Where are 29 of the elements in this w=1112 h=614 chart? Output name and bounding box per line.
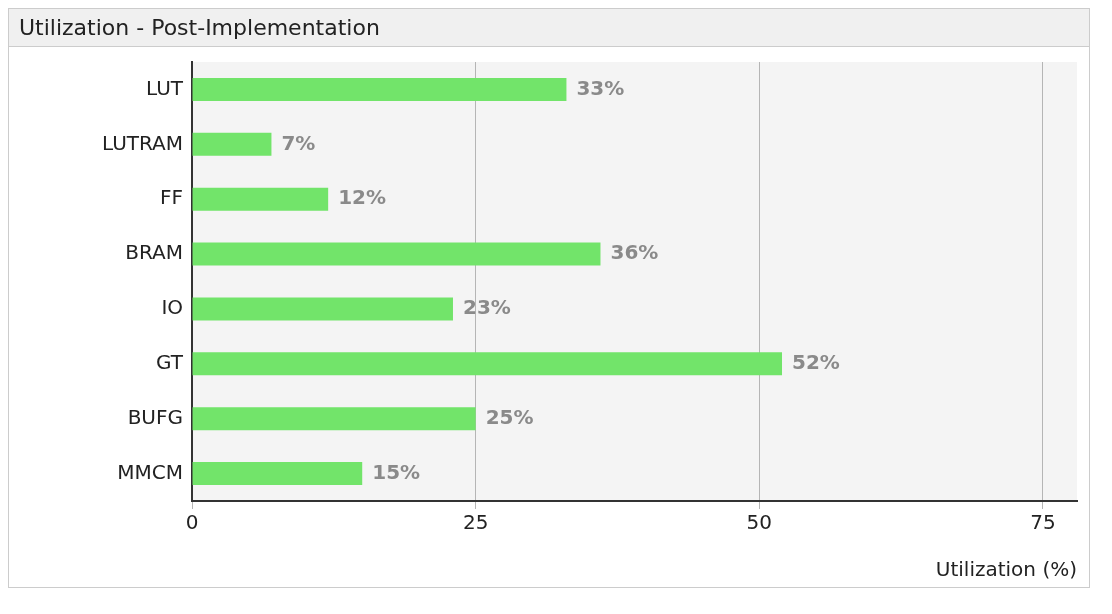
y-tick-label: IO (161, 295, 184, 320)
x-tick-label: 75 (1030, 510, 1056, 535)
y-tick-label: FF (160, 185, 184, 210)
bar (192, 297, 453, 321)
data-label: 7% (281, 130, 316, 155)
y-tick-label: MMCM (117, 459, 184, 484)
y-tick-label: BUFG (127, 404, 184, 429)
data-label: 33% (576, 75, 625, 100)
x-tick-label: 0 (185, 510, 199, 535)
x-axis-title: Utilization (%) (935, 557, 1077, 582)
y-tick-label: LUTRAM (101, 130, 184, 155)
y-tick-label: LUT (146, 75, 184, 100)
bar (192, 352, 783, 376)
data-label: 25% (485, 404, 534, 429)
x-tick-label: 25 (462, 510, 489, 535)
y-tick-label: BRAM (125, 240, 184, 265)
bar (192, 132, 272, 156)
bar (192, 462, 363, 486)
data-label: 15% (372, 459, 421, 484)
bar (192, 187, 329, 211)
bar (192, 77, 567, 101)
x-tick-label: 50 (746, 510, 773, 535)
data-label: 12% (338, 185, 387, 210)
chart-title: Utilization - Post-Implementation (9, 9, 1089, 47)
data-label: 36% (610, 240, 659, 265)
bar (192, 407, 476, 431)
bar (192, 242, 601, 266)
y-tick-label: GT (156, 350, 184, 375)
data-label: 52% (792, 350, 840, 375)
